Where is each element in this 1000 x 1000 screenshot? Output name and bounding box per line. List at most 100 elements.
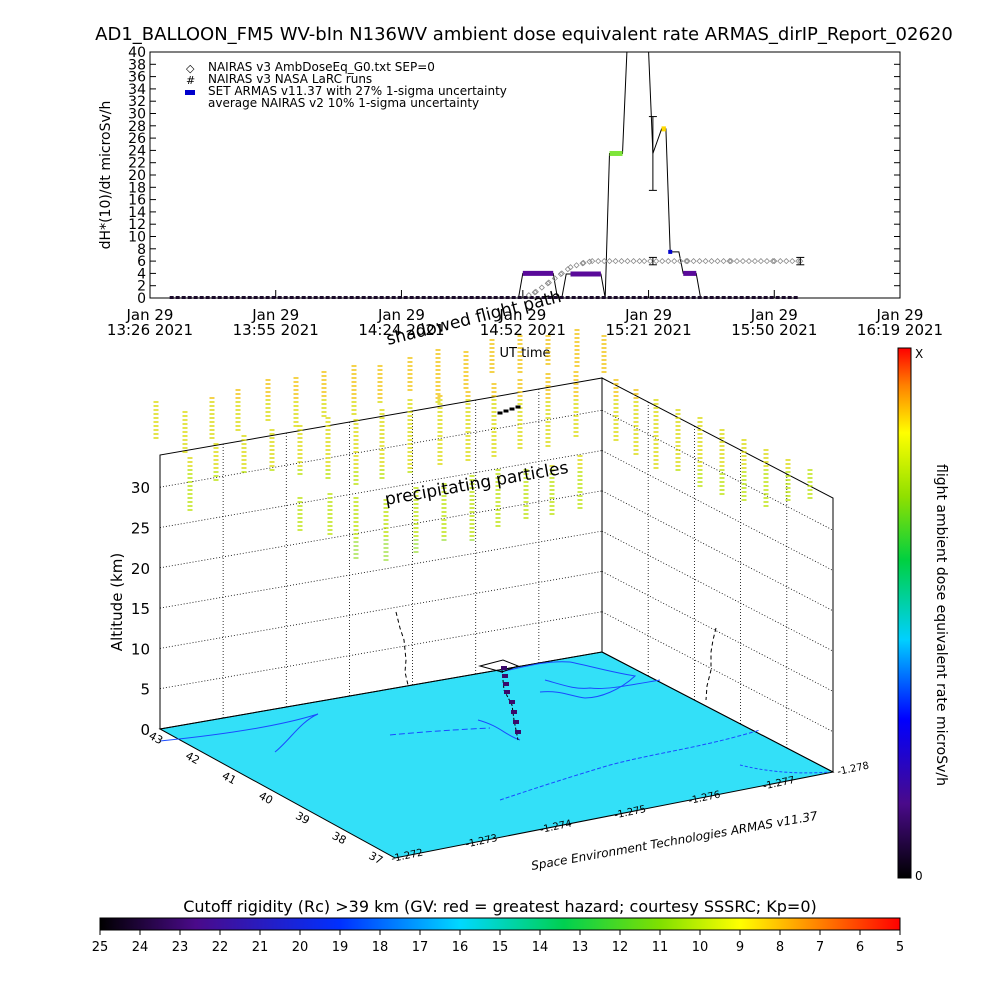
nairas-v3-point xyxy=(525,292,532,299)
flight-path-point xyxy=(504,690,510,694)
cutoff-tick-label: 21 xyxy=(252,940,269,955)
x-tick-date: Jan 29 xyxy=(624,306,672,324)
nairas-v3-point xyxy=(624,258,631,265)
nairas-v3-point xyxy=(783,258,790,265)
armas-zero-point xyxy=(637,296,642,299)
nairas-v3-point xyxy=(702,258,709,265)
y-tick-label: 24 xyxy=(128,143,146,159)
armas-zero-point xyxy=(553,296,558,299)
nairas-v3-point xyxy=(789,258,796,265)
nairas-v3-point xyxy=(763,258,770,265)
cutoff-tick-label: 20 xyxy=(292,940,309,955)
armas-zero-point xyxy=(589,296,594,299)
armas-zero-point xyxy=(481,296,486,299)
y-tick-label: 38 xyxy=(128,57,146,73)
nairas-v3-point xyxy=(677,258,684,265)
grid-line-altitude xyxy=(601,611,834,733)
legend-marker-nairas-v3: ◇ xyxy=(186,62,195,75)
y-tick-label: 20 xyxy=(128,168,146,184)
y-tick-label: 36 xyxy=(128,70,146,86)
x-tick-time: 14:52 2021 xyxy=(480,321,566,339)
armas-zero-point xyxy=(541,296,546,299)
flight-path-track xyxy=(501,669,519,741)
nairas-v3-point xyxy=(538,284,545,291)
nairas-v3-point xyxy=(714,258,721,265)
altitude-tick-label: 0 xyxy=(140,721,150,739)
armas-zero-point xyxy=(787,296,792,299)
armas-zero-point xyxy=(607,296,612,299)
cutoff-rigidity-title: Cutoff rigidity (Rc) >39 km (GV: red = g… xyxy=(183,897,817,916)
armas-zero-point xyxy=(505,296,510,299)
armas-zero-point xyxy=(367,296,372,299)
latitude-tick-label: 43 xyxy=(147,729,165,747)
armas-zero-point xyxy=(535,296,540,299)
armas-zero-point xyxy=(619,296,624,299)
armas-zero-point xyxy=(757,296,762,299)
latitude-tick-label: 40 xyxy=(257,789,275,807)
cutoff-tick-label: 24 xyxy=(132,940,149,955)
armas-zero-point xyxy=(751,296,756,299)
armas-zero-point xyxy=(721,296,726,299)
y-tick-label: 12 xyxy=(128,217,146,233)
nairas-v3-point xyxy=(696,258,703,265)
legend-label-larc: NAIRAS v3 NASA LaRC runs xyxy=(208,72,372,86)
nairas-v3-point xyxy=(726,258,733,265)
chart-title: AD1_BALLOON_FM5 WV-bIn N136WV ambient do… xyxy=(95,24,953,45)
armas-zero-point xyxy=(529,296,534,299)
flight-path-point xyxy=(503,682,509,686)
armas-zero-point xyxy=(709,296,714,299)
nairas-v3-point xyxy=(684,258,691,265)
armas-zero-point xyxy=(655,296,660,299)
armas-zero-point xyxy=(583,296,588,299)
cutoff-tick-label: 5 xyxy=(896,940,904,955)
flight-path-shadow-right xyxy=(705,627,717,701)
flight-path-point xyxy=(501,666,507,670)
armas-zero-point xyxy=(697,296,702,299)
nairas-v3-point xyxy=(769,258,776,265)
armas-zero-point xyxy=(415,296,420,299)
armas-zero-point xyxy=(283,296,288,299)
cutoff-tick-label: 7 xyxy=(816,940,824,955)
nairas-v3-point xyxy=(683,258,690,265)
armas-zero-point xyxy=(253,296,258,299)
cutoff-tick-label: 23 xyxy=(172,940,189,955)
nairas-v3-point xyxy=(777,258,784,265)
armas-zero-point xyxy=(517,296,522,299)
nairas-v3-point xyxy=(558,270,565,277)
nairas-v3-point xyxy=(595,258,602,265)
latitude-tick-labels: 43 42 41 40 39 38 37 xyxy=(147,729,385,867)
armas-zero-point xyxy=(715,296,720,299)
armas-zero-point xyxy=(403,296,408,299)
armas-zero-point xyxy=(727,296,732,299)
armas-zero-point xyxy=(739,296,744,299)
y-tick-label: 18 xyxy=(128,180,146,196)
flight-path-high-point xyxy=(509,407,515,411)
armas-zero-point xyxy=(325,296,330,299)
armas-zero-point xyxy=(349,296,354,299)
nairas-v3-point xyxy=(733,258,740,265)
nairas-v3-point xyxy=(579,260,586,267)
y-tick-label: 34 xyxy=(128,82,146,98)
flight-path-shadow-left xyxy=(395,611,409,686)
right-colorbar xyxy=(897,347,912,879)
y-tick-label: 40 xyxy=(128,45,146,61)
armas-zero-point xyxy=(559,296,564,299)
nairas-v3-point xyxy=(739,258,746,265)
armas-zero-point xyxy=(523,296,528,299)
nairas-v3-point xyxy=(647,258,654,265)
cutoff-tick-label: 13 xyxy=(572,940,589,955)
flight-path-high-point xyxy=(515,405,521,409)
cutoff-tick-label: 12 xyxy=(612,940,629,955)
latitude-tick-label: 39 xyxy=(293,809,311,827)
armas-zero-point xyxy=(595,296,600,299)
nairas-v3-point xyxy=(727,258,734,265)
armas-zero-point xyxy=(355,296,360,299)
flight-path-loop xyxy=(478,659,520,673)
altitude-tick-label: 15 xyxy=(131,600,150,618)
grid-line-altitude xyxy=(601,409,834,531)
legend-label-nairas-v3: NAIRAS v3 AmbDoseEq_G0.txt SEP=0 xyxy=(208,60,435,74)
armas-zero-point xyxy=(265,296,270,299)
armas-zero-point xyxy=(247,296,252,299)
